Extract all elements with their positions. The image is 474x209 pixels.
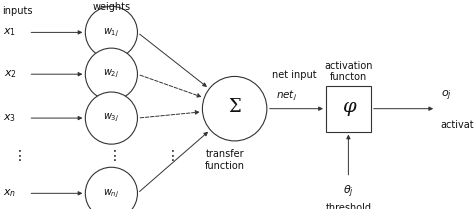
Text: inputs: inputs — [2, 6, 33, 16]
Text: net input: net input — [272, 70, 316, 80]
Text: $x_3$: $x_3$ — [3, 112, 17, 124]
Ellipse shape — [202, 76, 267, 141]
Text: $o_j$: $o_j$ — [441, 89, 452, 103]
Text: Σ: Σ — [228, 98, 241, 116]
Text: activation: activation — [441, 120, 474, 130]
Text: $x_1$: $x_1$ — [3, 27, 17, 38]
Text: $\vdots$: $\vdots$ — [107, 148, 116, 163]
Text: threshold: threshold — [325, 203, 372, 209]
Text: φ: φ — [342, 98, 355, 116]
Ellipse shape — [85, 48, 137, 100]
Text: $\theta_j$: $\theta_j$ — [343, 184, 354, 200]
Text: weights: weights — [92, 2, 130, 12]
Text: $net_j$: $net_j$ — [276, 89, 297, 103]
Ellipse shape — [85, 92, 137, 144]
Text: activation
functon: activation functon — [324, 61, 373, 82]
Text: $w_{nj}$: $w_{nj}$ — [103, 187, 119, 200]
Text: $w_{3j}$: $w_{3j}$ — [103, 112, 119, 124]
Text: $x_2$: $x_2$ — [4, 68, 17, 80]
Text: $\vdots$: $\vdots$ — [165, 148, 175, 163]
Text: $w_{2j}$: $w_{2j}$ — [103, 68, 119, 80]
Ellipse shape — [85, 6, 137, 59]
Ellipse shape — [85, 167, 137, 209]
Text: $x_n$: $x_n$ — [3, 187, 17, 199]
Text: $\vdots$: $\vdots$ — [12, 148, 21, 163]
Text: $w_{1j}$: $w_{1j}$ — [103, 26, 119, 39]
Text: transfer
function: transfer function — [205, 149, 245, 171]
Bar — [326, 86, 371, 132]
